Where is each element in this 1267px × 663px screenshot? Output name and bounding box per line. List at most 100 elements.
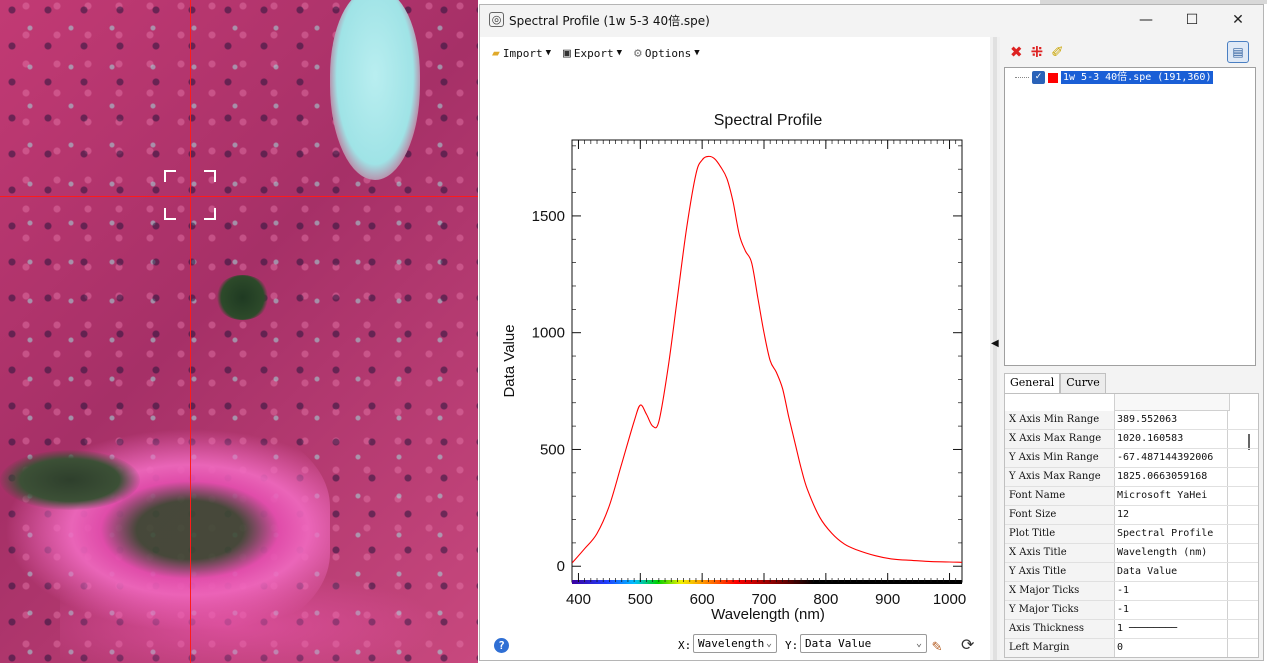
x-tick-label: 800: [813, 591, 838, 608]
collapse-arrow-icon[interactable]: ◀: [991, 338, 999, 349]
spectrum-bar: [572, 580, 962, 584]
property-key: X Axis Title: [1005, 544, 1114, 562]
property-value[interactable]: 1 ────────: [1114, 620, 1228, 638]
curve-color-swatch: [1048, 72, 1058, 83]
delete-all-icon[interactable]: ⁜: [1030, 43, 1044, 61]
property-key: Y Axis Max Range: [1005, 468, 1114, 486]
image-view[interactable]: [0, 0, 478, 663]
folder-icon: ▰: [492, 45, 500, 61]
scrollbar-thumb[interactable]: [1248, 434, 1250, 450]
plot-frame: [571, 139, 963, 583]
tab-general[interactable]: General: [1004, 373, 1061, 393]
property-value[interactable]: Wavelength (nm): [1114, 544, 1228, 562]
dark-region-left: [0, 450, 140, 510]
property-value[interactable]: 389.552063: [1114, 411, 1228, 429]
property-value[interactable]: -67.487144392006: [1114, 449, 1228, 467]
pane-splitter[interactable]: ◀: [990, 37, 1000, 660]
property-value[interactable]: 1825.0663059168: [1114, 468, 1228, 486]
pencil-icon[interactable]: ✎: [932, 636, 942, 655]
save-icon: ▣: [563, 45, 571, 61]
x-tick-label: 600: [690, 591, 715, 608]
property-row[interactable]: Font Size 12: [1005, 506, 1258, 525]
x-axis-select-value: Wavelength: [698, 637, 765, 650]
chart-title: Spectral Profile: [714, 112, 823, 129]
spectral-curve: [571, 155, 962, 564]
title-bar[interactable]: ◎ Spectral Profile (1w 5-3 40倍.spe) — ☐ …: [480, 5, 1263, 37]
property-row[interactable]: Y Major Ticks -1: [1005, 601, 1258, 620]
curve-tree[interactable]: ✓ 1w 5-3 40倍.spe (191,360): [1004, 67, 1256, 366]
y-tick-label: 1500: [532, 208, 565, 225]
cursor-box[interactable]: [164, 170, 216, 220]
cursor-corner: [164, 208, 176, 220]
y-tick-label: 1000: [532, 325, 565, 342]
property-row[interactable]: Y Axis Max Range 1825.0663059168: [1005, 468, 1258, 487]
panel-options-icon[interactable]: ▤: [1227, 41, 1249, 63]
property-row[interactable]: X Axis Title Wavelength (nm): [1005, 544, 1258, 563]
x-selector-label: X:: [678, 639, 692, 652]
property-row[interactable]: Axis Thickness 1 ────────: [1005, 620, 1258, 639]
property-value[interactable]: -1: [1114, 582, 1228, 600]
cursor-corner: [204, 170, 216, 182]
property-value[interactable]: Microsoft YaHei: [1114, 487, 1228, 505]
minor-ticks: [572, 140, 963, 582]
property-row[interactable]: Left Margin 0: [1005, 639, 1258, 657]
plot-toolbar: ▰ Import ▼ ▣ Export ▼ ⚙ Options ▼: [492, 43, 700, 63]
property-key: Plot Title: [1005, 525, 1114, 543]
help-icon[interactable]: ?: [494, 638, 509, 653]
property-row[interactable]: Y Axis Title Data Value: [1005, 563, 1258, 582]
property-value[interactable]: 1020.160583: [1114, 430, 1228, 448]
property-row[interactable]: X Major Ticks -1: [1005, 582, 1258, 601]
import-menu[interactable]: ▰ Import ▼: [492, 43, 551, 63]
caret-down-icon: ▼: [545, 48, 551, 58]
delete-icon[interactable]: ✖: [1010, 43, 1023, 61]
x-tick-label: 900: [875, 591, 900, 608]
maximize-button[interactable]: ☐: [1185, 12, 1199, 28]
tree-item[interactable]: ✓ 1w 5-3 40倍.spe (191,360): [1015, 71, 1214, 84]
dark-region: [215, 275, 270, 320]
caret-down-icon: ▼: [616, 48, 622, 58]
minimize-button[interactable]: —: [1139, 12, 1153, 28]
y-axis-title: Data Value: [501, 324, 518, 397]
cursor-corner: [164, 170, 176, 182]
property-row[interactable]: Plot Title Spectral Profile: [1005, 525, 1258, 544]
crosshair-horizontal: [0, 196, 478, 197]
chevron-down-icon: ⌄: [765, 638, 772, 649]
x-axis: 400 500 600 700 800 900 1000: [566, 140, 966, 608]
property-key: X Axis Min Range: [1005, 411, 1114, 429]
property-value[interactable]: Spectral Profile: [1114, 525, 1228, 543]
property-tabs: General Curve: [1004, 373, 1106, 393]
property-key: Y Axis Title: [1005, 563, 1114, 581]
property-row[interactable]: X Axis Min Range 389.552063: [1005, 411, 1258, 430]
property-row[interactable]: Font Name Microsoft YaHei: [1005, 487, 1258, 506]
x-axis-select[interactable]: Wavelength ⌄: [693, 634, 777, 653]
property-value[interactable]: Data Value: [1114, 563, 1228, 581]
property-grid: X Axis Min Range 389.552063 X Axis Max Ran…: [1004, 393, 1259, 658]
chevron-down-icon: ⌄: [915, 638, 922, 649]
property-value[interactable]: 12: [1114, 506, 1228, 524]
property-row[interactable]: Y Axis Min Range -67.487144392006: [1005, 449, 1258, 468]
splitter-bar: [993, 37, 997, 660]
tab-curve[interactable]: Curve: [1060, 373, 1106, 393]
spectral-profile-window: ◎ Spectral Profile (1w 5-3 40倍.spe) — ☐ …: [479, 4, 1264, 661]
property-value[interactable]: -1: [1114, 601, 1228, 619]
spectral-plot[interactable]: Spectral Profile 400 500 600 700 800 900 1000 …: [480, 71, 990, 631]
plot-pane: ▰ Import ▼ ▣ Export ▼ ⚙ Options ▼: [480, 37, 990, 660]
refresh-icon[interactable]: ⟳: [961, 635, 975, 654]
property-key: Left Margin: [1005, 639, 1114, 657]
x-axis-title: Wavelength (nm): [711, 606, 825, 623]
property-row[interactable]: X Axis Max Range 1020.160583: [1005, 430, 1258, 449]
x-tick-label: 500: [628, 591, 653, 608]
curve-visibility-checkbox[interactable]: ✓: [1032, 71, 1045, 84]
y-tick-label: 0: [557, 558, 565, 575]
caret-down-icon: ▼: [694, 48, 700, 58]
export-label: Export: [573, 46, 614, 60]
vessel-region: [330, 0, 420, 180]
curve-label[interactable]: 1w 5-3 40倍.spe (191,360): [1061, 71, 1214, 84]
magic-wand-icon[interactable]: ✐: [1051, 43, 1064, 61]
close-button[interactable]: ✕: [1232, 12, 1244, 28]
options-menu[interactable]: ⚙ Options ▼: [634, 43, 700, 63]
export-menu[interactable]: ▣ Export ▼: [563, 43, 622, 63]
y-axis-select[interactable]: Data Value ⌄: [800, 634, 927, 653]
property-key: Axis Thickness: [1005, 620, 1114, 638]
property-value[interactable]: 0: [1114, 639, 1228, 657]
